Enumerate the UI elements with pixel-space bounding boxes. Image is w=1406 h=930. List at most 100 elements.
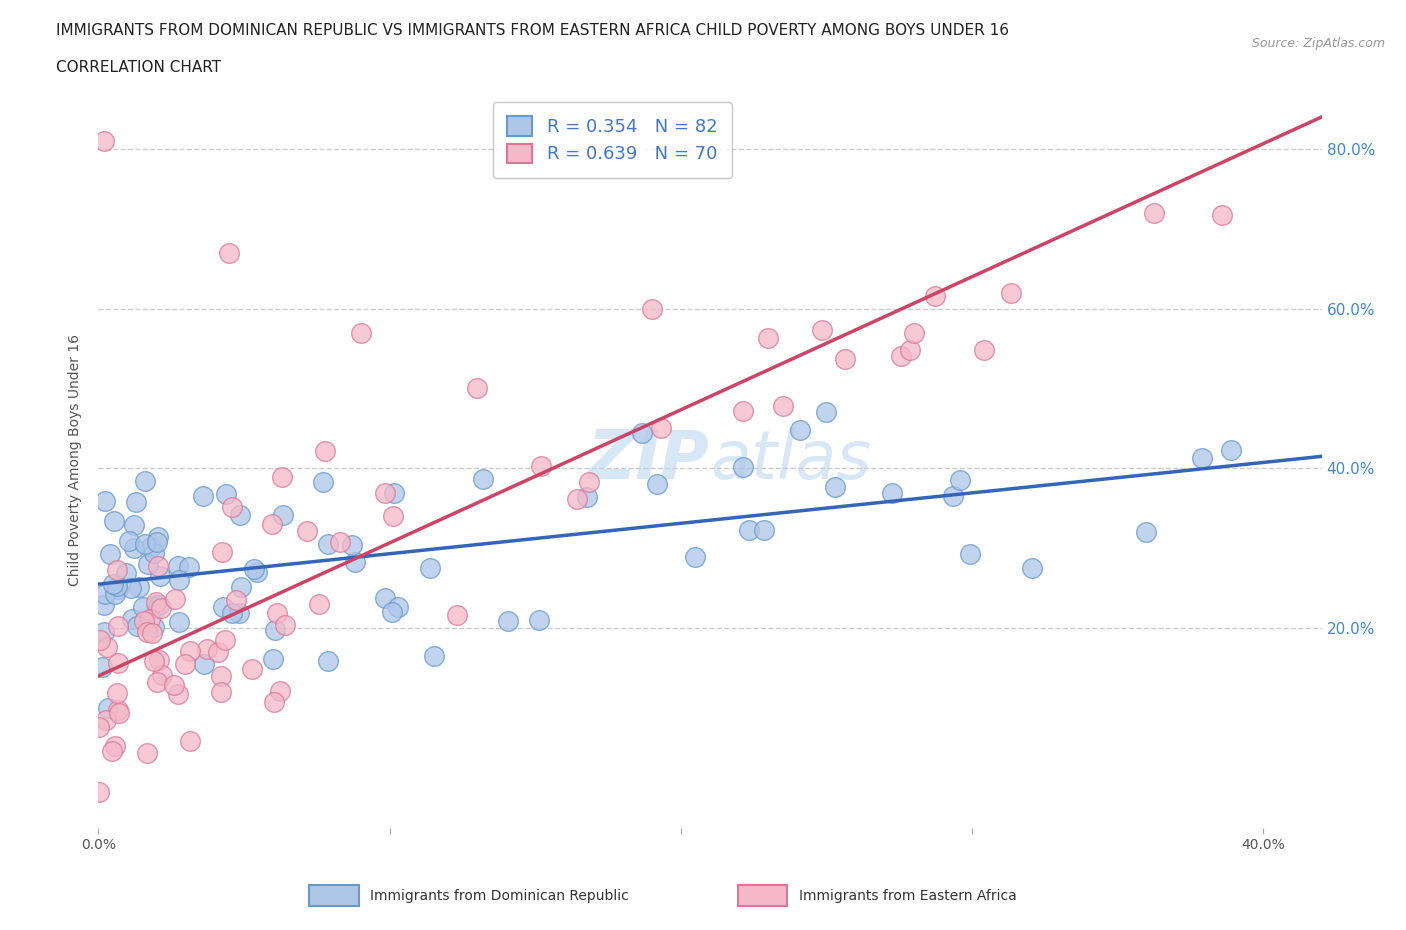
Point — [94, 712, 117, 727]
Point — [104, 586, 127, 601]
Point — [221, 605, 243, 620]
Point — [89, 632, 111, 647]
Y-axis label: Child Poverty Among Boys Under 16: Child Poverty Among Boys Under 16 — [69, 335, 83, 586]
Point — [107, 702, 129, 717]
Point — [108, 706, 131, 721]
Point — [139, 612, 162, 627]
Point — [139, 539, 162, 554]
Point — [107, 581, 129, 596]
Point — [128, 579, 150, 594]
Point — [316, 653, 339, 668]
Point — [973, 343, 995, 358]
Point — [125, 618, 148, 633]
Point — [243, 561, 266, 576]
Point — [1000, 286, 1022, 300]
Point — [148, 559, 170, 574]
Point — [91, 660, 114, 675]
Point — [105, 685, 128, 700]
Point — [263, 695, 285, 710]
Point — [1021, 560, 1043, 575]
Point — [177, 560, 200, 575]
Point — [756, 330, 779, 345]
Point — [104, 738, 127, 753]
Point — [423, 648, 446, 663]
Point — [949, 472, 972, 487]
Point — [214, 632, 236, 647]
Point — [136, 557, 159, 572]
Point — [193, 488, 215, 503]
Point — [141, 626, 163, 641]
Point — [96, 639, 118, 654]
Point — [218, 246, 240, 260]
Text: ZIP: ZIP — [588, 428, 710, 493]
Point — [578, 474, 600, 489]
Point — [215, 487, 238, 502]
Point — [193, 657, 215, 671]
Point — [211, 545, 233, 560]
Text: Source: ZipAtlas.com: Source: ZipAtlas.com — [1251, 37, 1385, 50]
Point — [1219, 443, 1241, 458]
Point — [465, 381, 488, 396]
Point — [349, 326, 371, 340]
Point — [101, 577, 124, 591]
Point — [207, 644, 229, 659]
Point — [179, 644, 201, 658]
Point — [900, 342, 922, 357]
Point — [374, 485, 396, 500]
Point — [772, 399, 794, 414]
Point — [631, 425, 654, 440]
Point — [122, 540, 145, 555]
Point — [146, 675, 169, 690]
Text: CORRELATION CHART: CORRELATION CHART — [56, 60, 221, 75]
Point — [342, 538, 364, 552]
Point — [94, 494, 117, 509]
Point — [118, 534, 141, 549]
Point — [754, 523, 776, 538]
Point — [163, 591, 186, 606]
Point — [105, 579, 128, 594]
Point — [731, 404, 754, 418]
Point — [134, 473, 156, 488]
Point — [107, 619, 129, 634]
Point — [174, 657, 197, 671]
Point — [209, 669, 232, 684]
Point — [647, 477, 669, 492]
Point — [890, 349, 912, 364]
Point — [221, 499, 243, 514]
Point — [472, 472, 495, 486]
Point — [87, 720, 110, 735]
Text: Immigrants from Dominican Republic: Immigrants from Dominican Republic — [370, 888, 628, 903]
Point — [240, 661, 263, 676]
Point — [565, 491, 588, 506]
Point — [271, 508, 294, 523]
Point — [145, 594, 167, 609]
Point — [145, 598, 167, 613]
Point — [387, 600, 409, 615]
Point — [576, 489, 599, 504]
Point — [120, 580, 142, 595]
Point — [225, 592, 247, 607]
Point — [811, 323, 834, 338]
Point — [274, 618, 297, 632]
Text: IMMIGRANTS FROM DOMINICAN REPUBLIC VS IMMIGRANTS FROM EASTERN AFRICA CHILD POVER: IMMIGRANTS FROM DOMINICAN REPUBLIC VS IM… — [56, 23, 1010, 38]
Point — [262, 651, 284, 666]
Point — [527, 613, 550, 628]
Point — [148, 598, 170, 613]
Point — [136, 746, 159, 761]
Point — [374, 591, 396, 605]
Point — [93, 598, 115, 613]
Point — [93, 624, 115, 639]
Point — [924, 288, 946, 303]
Point — [103, 513, 125, 528]
Point — [125, 495, 148, 510]
Point — [1191, 450, 1213, 465]
Point — [496, 614, 519, 629]
Point — [733, 459, 755, 474]
Point — [343, 555, 366, 570]
Point — [135, 625, 157, 640]
Point — [101, 744, 124, 759]
Point — [738, 523, 761, 538]
Point — [97, 700, 120, 715]
Point — [167, 686, 190, 701]
Point — [650, 420, 672, 435]
